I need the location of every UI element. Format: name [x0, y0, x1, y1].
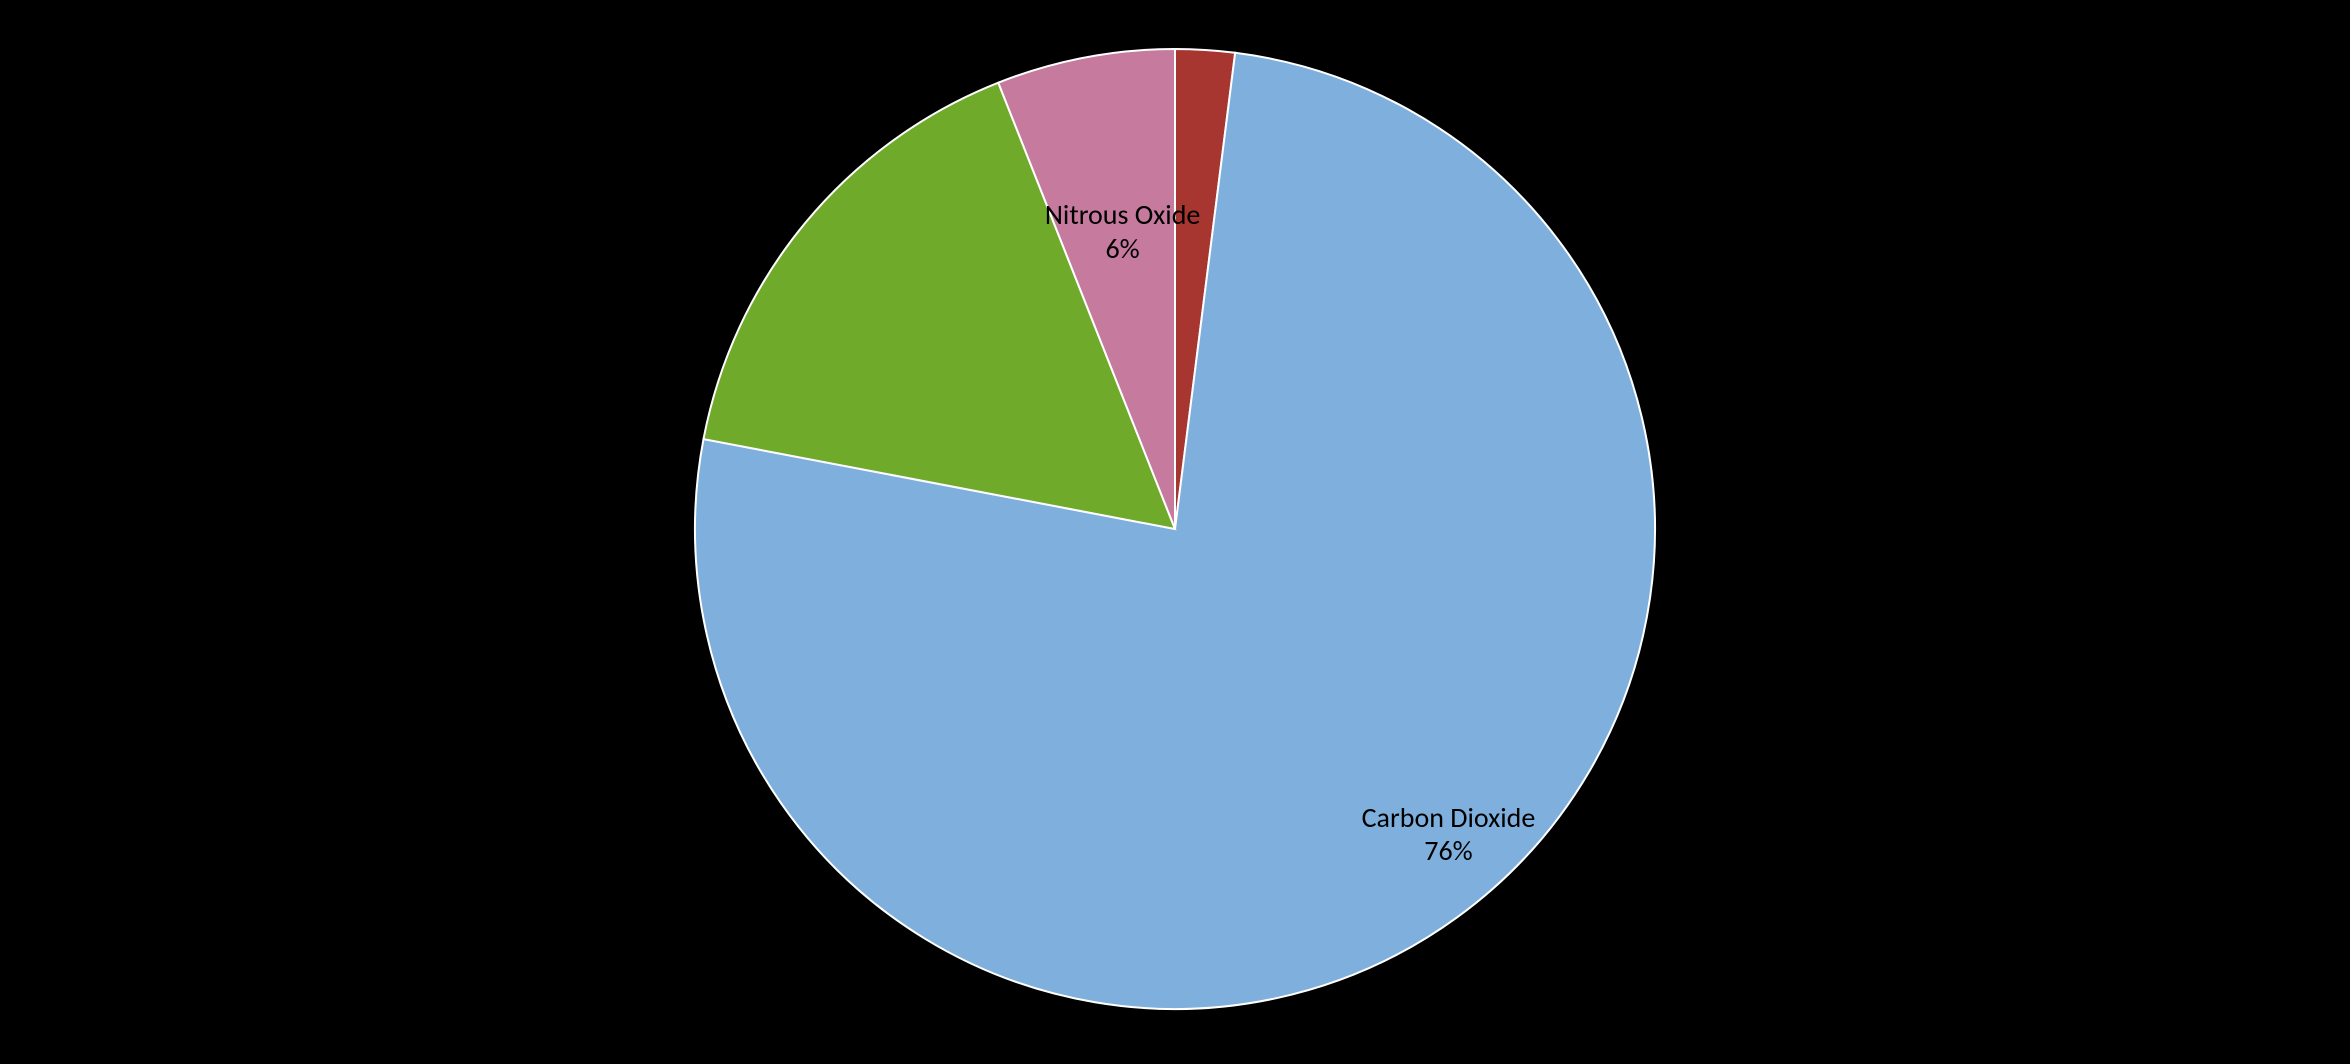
pie-svg: [0, 0, 2350, 1059]
pie-chart: [0, 0, 2350, 1064]
pie-slice-label: Carbon Dioxide76%: [1362, 801, 1536, 868]
pie-slice-label-name: Carbon Dioxide: [1362, 801, 1536, 835]
chart-stage: Carbon Dioxide76% Nitrous Oxide6%: [0, 0, 2350, 1059]
pie-slice-label-percent: 6%: [1045, 232, 1201, 266]
pie-slice-label-percent: 76%: [1362, 834, 1536, 868]
pie-slice-label: Nitrous Oxide6%: [1045, 198, 1201, 265]
pie-slice-label-name: Nitrous Oxide: [1045, 198, 1201, 232]
